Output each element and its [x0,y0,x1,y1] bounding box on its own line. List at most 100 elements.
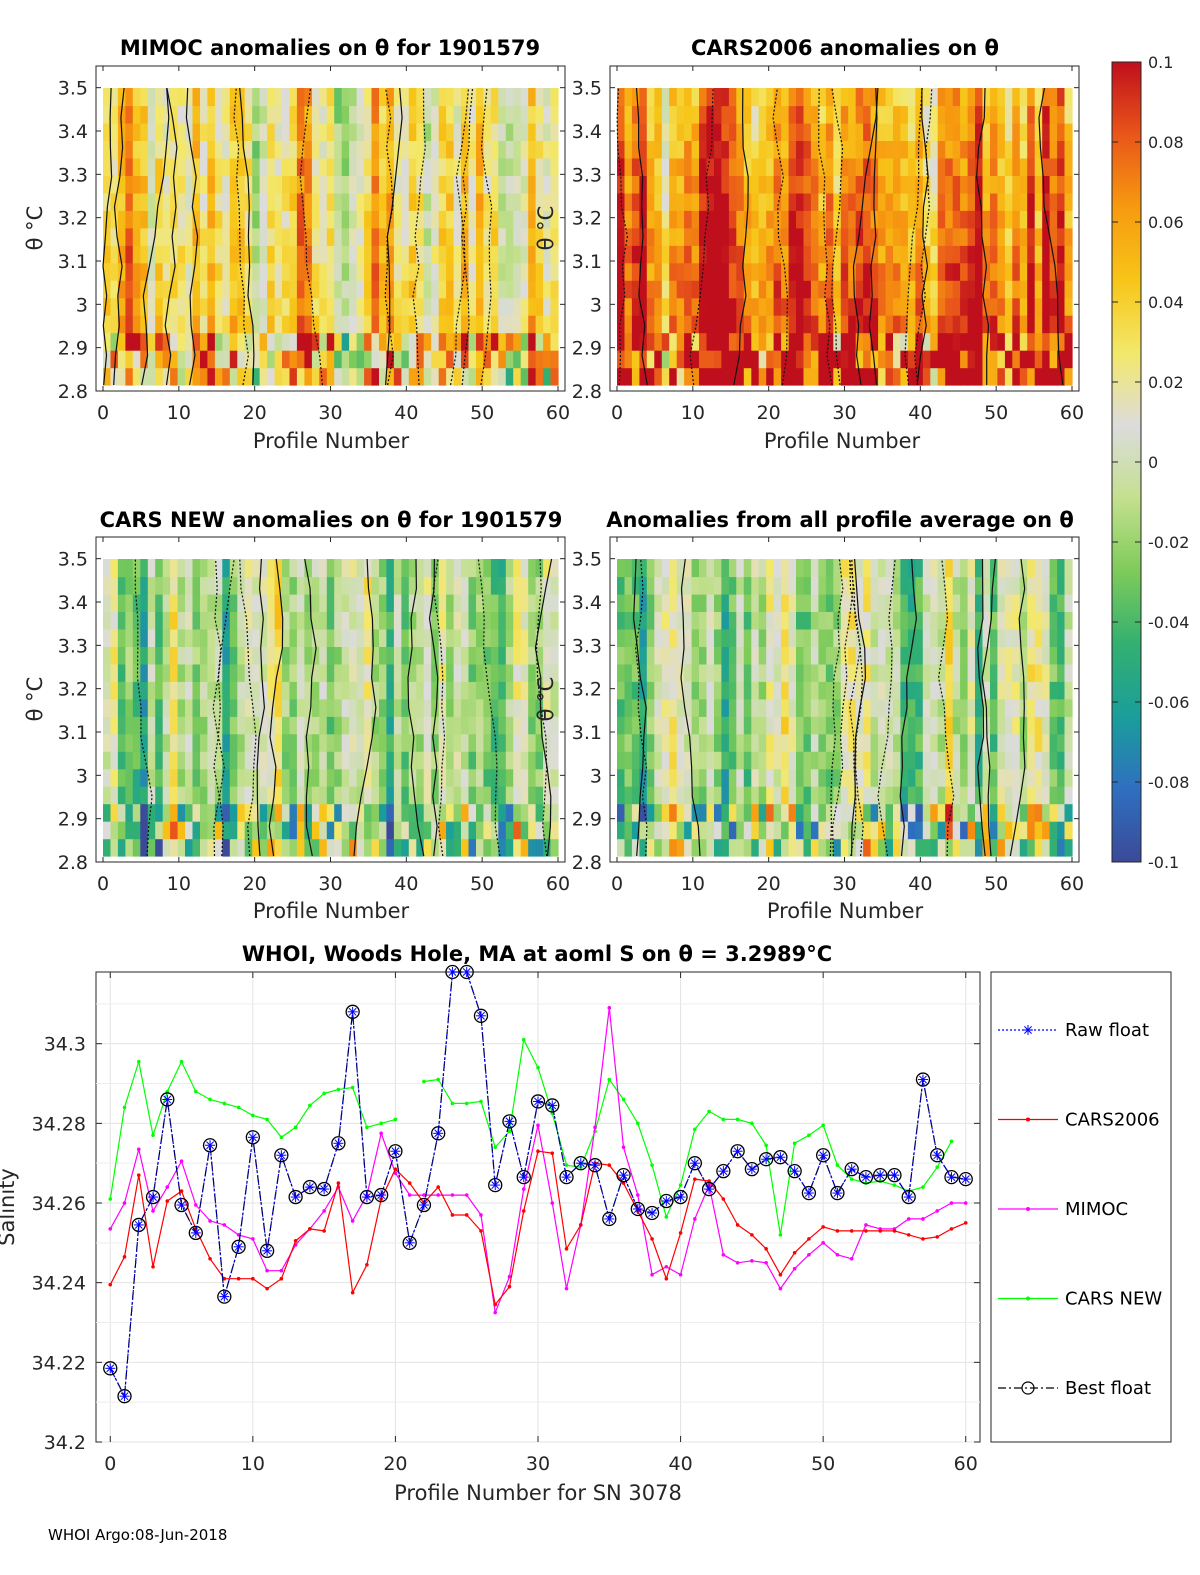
point-mimoc [108,1227,113,1231]
point-mimoc [279,1268,284,1273]
y-tick-label: 3.3 [58,635,88,657]
point-cars-new [336,1087,341,1092]
point-mimoc [265,1268,269,1273]
contours-carsnew [134,558,553,857]
point-mimoc [179,1159,184,1163]
point-cars-new [693,1127,697,1132]
panel-cars2006: CARS2006 anomalies on θ 0 10 20 30 40 50 60 3.5… [534,36,1084,453]
contours-cars2006 [616,87,1064,386]
panel-mimoc: MIMOC anomalies on θ for 1901579 0 10 20 30… [23,36,570,453]
x-tick-label: 50 [984,873,1008,895]
best-float-point [930,1148,945,1163]
point-cars2006 [949,1227,954,1231]
point-mimoc [807,1252,811,1257]
best-float-point [701,1181,717,1197]
legend-item-best-float: Best float [998,1378,1151,1399]
point-mimoc [493,1310,498,1315]
panel-title-allavg: Anomalies from all profile average on θ [606,508,1074,532]
point-cars-new [921,1185,925,1189]
point-cars2006 [464,1213,469,1217]
raw-float-point [889,1170,900,1181]
point-mimoc [963,1201,968,1205]
x-tick-label: 10 [681,873,705,895]
point-cars2006 [921,1237,925,1241]
best-float-point [545,1098,560,1113]
x-tick-label: 60 [546,402,570,424]
chart-x-tick-label: 30 [526,1453,550,1475]
raw-float-point [704,1184,715,1195]
point-cars2006 [963,1221,968,1225]
legend-box [990,971,1172,1443]
y-tick-label: 3.1 [58,722,88,744]
raw-float-point [946,1172,957,1183]
point-cars2006 [336,1181,341,1185]
x-tick-label: 40 [908,873,932,895]
point-cars2006 [450,1213,455,1217]
point-mimoc [664,1264,669,1269]
point-mimoc [778,1286,783,1291]
chart-y-tick-label: 34.22 [32,1352,86,1374]
y-tick-label: 3.5 [572,78,602,100]
xlabel-cars2006: Profile Number [764,429,921,453]
contours-allavg [632,558,1026,857]
legend-label: CARS2006 [1065,1110,1160,1131]
point-cars-new [792,1141,797,1146]
raw-float-point [233,1241,244,1252]
y-tick-label: 3.5 [572,549,602,571]
legend-label: MIMOC [1065,1199,1128,1220]
point-cars2006 [693,1177,697,1181]
point-cars-new [607,1077,612,1082]
best-float-point [530,1094,546,1109]
raw-float-point [590,1160,601,1171]
y-tick-label: 2.8 [58,852,88,874]
point-cars2006 [778,1272,783,1277]
point-cars-new [664,1215,669,1219]
raw-float-point [632,1203,643,1214]
point-cars2006 [892,1229,897,1233]
point-mimoc [507,1274,512,1279]
best-float-point [559,1169,574,1185]
colorbar-tick-label: 0.06 [1148,213,1184,232]
point-cars2006 [607,1163,612,1167]
point-cars2006 [750,1233,754,1237]
panel-title-cars2006: CARS2006 anomalies on θ [691,36,999,60]
xlabel-mimoc: Profile Number [253,429,410,453]
x-tick-label: 10 [167,873,191,895]
raw-float-point [461,967,472,977]
chart-x-tick-label: 50 [811,1453,835,1475]
colorbar-tick-label: 0.08 [1148,133,1184,152]
raw-float-point [932,1150,943,1161]
point-mimoc [136,1147,141,1152]
best-float-point [374,1187,389,1203]
point-cars-new [678,1183,683,1187]
point-cars-new [265,1117,269,1122]
best-float-point [616,1167,631,1183]
point-cars2006 [493,1302,498,1307]
point-cars-new [379,1121,383,1126]
x-tick-label: 40 [394,402,418,424]
point-cars2006 [151,1264,155,1269]
point-cars2006 [279,1276,284,1281]
raw-float-point [803,1188,814,1199]
point-cars-new [136,1059,141,1064]
point-cars-new [564,1163,569,1167]
point-mimoc [479,1213,483,1217]
y-tick-label: 3.1 [572,722,602,744]
point-cars2006 [251,1276,255,1281]
point-cars2006 [835,1229,840,1233]
point-mimoc [422,1193,426,1197]
chart-x-tick-label: 20 [383,1453,407,1475]
colorbar-tick-label: -0.02 [1148,533,1189,552]
point-cars2006 [507,1284,512,1289]
contours-mimoc [102,87,493,386]
point-cars-new [621,1097,626,1102]
point-cars2006 [436,1185,440,1189]
point-mimoc [935,1209,940,1213]
best-float-point [858,1169,874,1185]
raw-float-point [689,1158,700,1169]
raw-float-point [133,1219,144,1230]
point-cars-new [236,1105,241,1110]
x-tick-label: 50 [984,402,1008,424]
best-float-point [402,1235,417,1250]
point-cars2006 [906,1233,911,1237]
